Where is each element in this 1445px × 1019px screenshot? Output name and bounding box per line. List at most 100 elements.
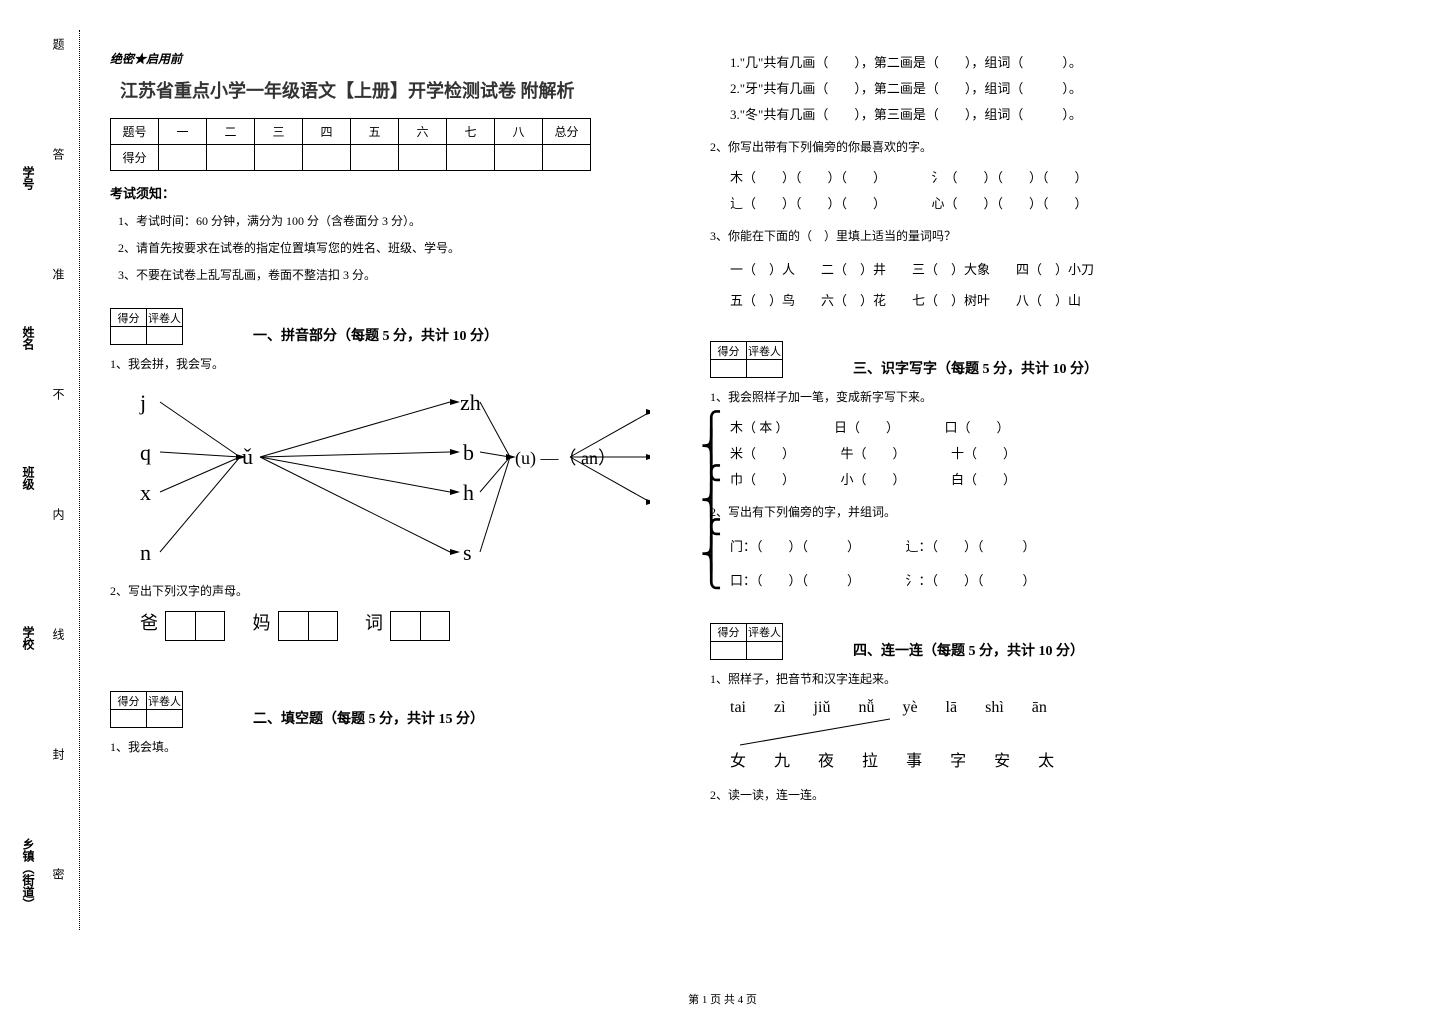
score-value-row: 得分 xyxy=(111,145,591,171)
hanzi-row: 女 九 夜 拉 事 字 安 太 xyxy=(730,747,1360,771)
th-4: 四 xyxy=(303,119,351,145)
score-header-row: 题号 一 二 三 四 五 六 七 八 总分 xyxy=(111,119,591,145)
seal-7: 题 xyxy=(50,38,67,50)
s3-q2lines: 门：（ ）（ ） 辶：（ ）（ ） 口：（ ）（ ） 氵：（ ）（ ） xyxy=(730,530,1360,598)
score-box-3: 得分评卷人 xyxy=(710,341,783,378)
s2-q2lines: 木（ ）（ ）（ ） 氵（ ）（ ）（ ） 辶（ ）（ ）（ ） 心（ ）（ ）… xyxy=(730,165,1360,217)
notice-1: 1、考试时间：60 分钟，满分为 100 分（含卷面分 3 分）。 xyxy=(118,212,670,229)
margin-label-name: 姓名 xyxy=(20,326,37,350)
section4-title: 四、连一连（每题 5 分，共计 10 分） xyxy=(853,640,1084,660)
s2-lines: 1."几"共有几画（ ），第二画是（ ），组词（ ）。 2."牙"共有几画（ ）… xyxy=(730,50,1360,128)
s2-q3l2: 五（ ）鸟 六（ ）花 七（ ）树叶 八（ ）山 xyxy=(730,285,1360,316)
notice-2: 2、请首先按要求在试卷的指定位置填写您的姓名、班级、学号。 xyxy=(118,239,670,256)
pd-h: h xyxy=(463,480,474,506)
score-table: 题号 一 二 三 四 五 六 七 八 总分 得分 xyxy=(110,118,591,171)
score-box-2: 得分评卷人 xyxy=(110,691,183,728)
binding-margin: 乡镇（街道） 学校 班级 姓名 学号 密 封 线 内 不 准 答 题 xyxy=(30,30,80,930)
pd-j: j xyxy=(140,390,146,416)
seal-2: 线 xyxy=(50,628,67,640)
sc2-a: 得分 xyxy=(111,692,147,710)
char-ma: 妈 xyxy=(253,613,271,633)
section3-title: 三、识字写字（每题 5 分，共计 10 分） xyxy=(853,358,1098,378)
shengmu-row: 爸 妈 词 xyxy=(140,609,670,641)
py-5: lā xyxy=(946,699,958,717)
tv-label: 得分 xyxy=(111,145,159,171)
box-3[interactable] xyxy=(390,611,450,641)
section1-title: 一、拼音部分（每题 5 分，共计 10 分） xyxy=(253,325,498,345)
py-0: tai xyxy=(730,699,746,717)
pd-n: n xyxy=(140,540,151,566)
page-number: 第 1 页 共 4 页 xyxy=(688,991,757,1007)
py-1: zì xyxy=(774,699,786,717)
py-6: shì xyxy=(985,699,1004,717)
hz-6: 安 xyxy=(994,747,1010,771)
seal-5: 准 xyxy=(50,268,67,280)
box-2[interactable] xyxy=(278,611,338,641)
s2-q3lines: 一（ ）人 二（ ）井 三（ ）大象 四（ ）小刀 五（ ）鸟 六（ ）花 七（… xyxy=(730,254,1360,316)
s3-q1l2: 米（ ） 牛（ ） 十（ ） xyxy=(730,441,1360,467)
th-0: 题号 xyxy=(111,119,159,145)
connect-block: tai zì jiǔ nǚ yè lā shì ān 女 九 夜 拉 事 字 安… xyxy=(730,699,1360,771)
seal-3: 内 xyxy=(50,508,67,520)
sc2-b: 评卷人 xyxy=(147,692,183,710)
th-9: 总分 xyxy=(543,119,591,145)
sc3-b: 评卷人 xyxy=(747,342,783,360)
hz-3: 拉 xyxy=(862,747,878,771)
section2-title: 二、填空题（每题 5 分，共计 15 分） xyxy=(253,708,484,728)
pd-zh: zh xyxy=(460,390,481,416)
sc4-b: 评卷人 xyxy=(747,623,783,641)
th-5: 五 xyxy=(351,119,399,145)
seal-1: 封 xyxy=(50,748,67,760)
pd-x: x xyxy=(140,480,151,506)
s2-q2: 2、你写出带有下列偏旁的你最喜欢的字。 xyxy=(710,138,1360,155)
pd-q: q xyxy=(140,440,151,466)
right-column: 1."几"共有几画（ ），第二画是（ ），组词（ ）。 2."牙"共有几画（ ）… xyxy=(710,50,1360,813)
hz-5: 字 xyxy=(950,747,966,771)
s1-q2: 2、写出下列汉字的声母。 xyxy=(110,582,670,599)
py-4: yè xyxy=(902,699,917,717)
pd-s: s xyxy=(463,540,472,566)
pinyin-row: tai zì jiǔ nǚ yè lā shì ān xyxy=(730,699,1360,717)
left-column: 绝密★启用前 江苏省重点小学一年级语文【上册】开学检测试卷 附解析 题号 一 二… xyxy=(110,50,670,813)
hz-1: 九 xyxy=(774,747,790,771)
th-6: 六 xyxy=(399,119,447,145)
secret-label: 绝密★启用前 xyxy=(110,50,670,67)
diagram-lines xyxy=(110,382,650,572)
s3-q1l1: 木（ 本 ） 日（ ） 口（ ） xyxy=(730,415,1360,441)
score-box-1: 得分评卷人 xyxy=(110,308,183,345)
hz-7: 太 xyxy=(1038,747,1054,771)
char-ci: 词 xyxy=(365,613,383,633)
s2-q3l1: 一（ ）人 二（ ）井 三（ ）大象 四（ ）小刀 xyxy=(730,254,1360,285)
margin-label-township: 乡镇（街道） xyxy=(20,838,37,910)
connect-line xyxy=(730,717,1130,747)
sc3-a: 得分 xyxy=(711,342,747,360)
s2-l3: 3."冬"共有几画（ ），第三画是（ ），组词（ ）。 xyxy=(730,102,1360,128)
s2-q3: 3、你能在下面的（ ）里填上适当的量词吗？ xyxy=(710,227,1360,244)
score-box-4: 得分评卷人 xyxy=(710,623,783,660)
hz-4: 事 xyxy=(906,747,922,771)
pinyin-diagram: j q x n ǔ zh b h s (u) —（ an） xyxy=(110,382,650,572)
s1-q1: 1、我会拼，我会写。 xyxy=(110,355,670,372)
s2-l1: 1."几"共有几画（ ），第二画是（ ），组词（ ）。 xyxy=(730,50,1360,76)
seal-4: 不 xyxy=(50,388,67,400)
notice-3: 3、不要在试卷上乱写乱画，卷面不整洁扣 3 分。 xyxy=(118,266,670,283)
exam-title: 江苏省重点小学一年级语文【上册】开学检测试卷 附解析 xyxy=(120,77,670,103)
sc4-a: 得分 xyxy=(711,623,747,641)
bracket-left: ⎧⎨⎩⎧⎨⎩⎧⎨⎩ xyxy=(700,420,723,582)
s3-q2: 2、写出有下列偏旁的字，并组词。 xyxy=(710,503,1360,520)
sc1-a: 得分 xyxy=(111,309,147,327)
pd-b: b xyxy=(463,440,474,466)
margin-label-school: 学校 xyxy=(20,626,37,650)
s3-q1l3: 巾（ ） 小（ ） 白（ ） xyxy=(730,467,1360,493)
pd-u: ǔ xyxy=(242,444,253,470)
s2-q1: 1、我会填。 xyxy=(110,738,670,755)
s2-q2l2: 辶（ ）（ ）（ ） 心（ ）（ ）（ ） xyxy=(730,191,1360,217)
th-3: 三 xyxy=(255,119,303,145)
py-3: nǚ xyxy=(858,699,874,717)
s4-q2: 2、读一读，连一连。 xyxy=(710,786,1360,803)
seal-6: 答 xyxy=(50,148,67,160)
box-1[interactable] xyxy=(165,611,225,641)
th-2: 二 xyxy=(207,119,255,145)
s3-q2l2: 口：（ ）（ ） 氵：（ ）（ ） xyxy=(730,564,1360,598)
th-8: 八 xyxy=(495,119,543,145)
